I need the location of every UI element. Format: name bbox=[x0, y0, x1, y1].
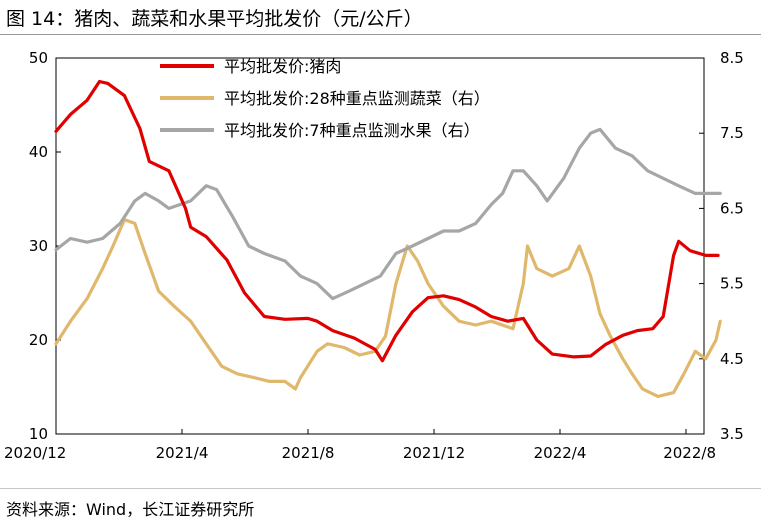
chart-canvas: 10 20 30 40 50 3.5 4.5 5.5 6.5 7.5 8.5 2020/12 2021/… bbox=[4, 49, 744, 462]
left-axis-tick-label: 30 bbox=[29, 237, 48, 255]
fruit-price-line bbox=[54, 127, 722, 301]
right-axis-tick-label: 8.5 bbox=[720, 49, 744, 67]
legend-entry-label: 平均批发价:7种重点监测水果（右） bbox=[224, 121, 480, 140]
right-axis-tick-label: 3.5 bbox=[720, 425, 744, 443]
figure-title: 图 14：猪肉、蔬菜和水果平均批发价（元/公斤） bbox=[6, 8, 423, 30]
plot-frame bbox=[55, 57, 705, 435]
vegetable-price-line bbox=[54, 218, 722, 398]
axes: 10 20 30 40 50 3.5 4.5 5.5 6.5 7.5 8.5 2020/12 2021/… bbox=[4, 49, 744, 462]
x-axis-tick-label: 2021/12 bbox=[403, 444, 465, 462]
left-axis-tick-label: 50 bbox=[29, 49, 48, 67]
left-axis-tick-label: 20 bbox=[29, 331, 48, 349]
x-axis-tick-label: 2022/8 bbox=[663, 444, 716, 462]
x-axis-tick-label: 2021/8 bbox=[282, 444, 335, 462]
legend-entry-label: 平均批发价:28种重点监测蔬菜（右） bbox=[224, 89, 490, 108]
x-axis-tick-label: 2020/12 bbox=[4, 444, 66, 462]
x-axis-tick-label: 2022/4 bbox=[534, 444, 587, 462]
left-axis-tick-label: 10 bbox=[29, 425, 48, 443]
pork-price-line bbox=[54, 79, 720, 363]
right-axis-tick-label: 5.5 bbox=[720, 275, 744, 293]
right-axis-tick-label: 4.5 bbox=[720, 350, 744, 368]
x-axis-tick-label: 2021/4 bbox=[156, 444, 209, 462]
source-note: 资料来源：Wind，长江证券研究所 bbox=[6, 500, 255, 519]
source-divider bbox=[0, 488, 761, 489]
right-axis-tick-label: 6.5 bbox=[720, 199, 744, 217]
left-axis-tick-label: 40 bbox=[29, 143, 48, 161]
title-divider bbox=[0, 34, 761, 35]
series-group bbox=[54, 79, 722, 398]
legend-entry-label: 平均批发价:猪肉 bbox=[224, 57, 341, 76]
right-axis-tick-label: 7.5 bbox=[720, 124, 744, 142]
